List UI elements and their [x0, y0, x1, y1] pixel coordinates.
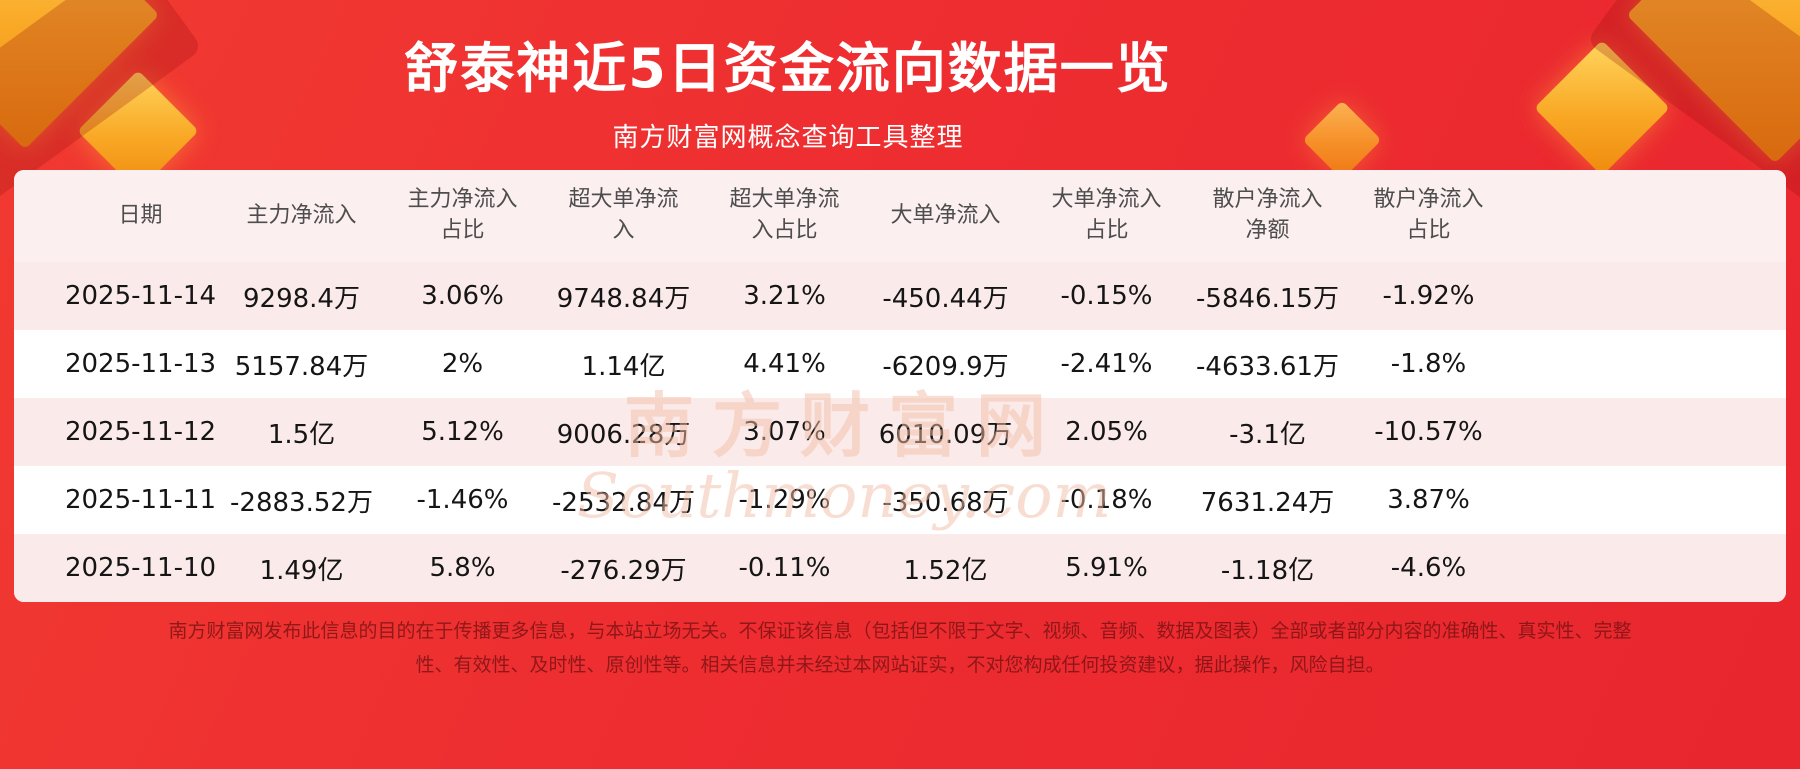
column-header: 散户净流入净额	[1212, 187, 1323, 243]
table-cell: -0.15%	[1060, 281, 1153, 311]
column-header: 散户净流入占比	[1373, 187, 1484, 243]
column-header: 超大单净流入	[568, 187, 679, 243]
table-cell: 5.8%	[429, 553, 496, 583]
table-cell: -1.18亿	[1220, 555, 1315, 586]
page-title: 舒泰神近5日资金流向数据一览	[404, 37, 1172, 100]
row-spacer	[1509, 398, 1786, 466]
table-cell: -276.29万	[560, 555, 687, 586]
table-cell: 3.87%	[1387, 485, 1470, 515]
gold-ornament-top-right-icon	[1626, 0, 1800, 164]
column-header: 日期	[118, 202, 163, 228]
table-cell: 2025-11-13	[64, 349, 217, 379]
column-header: 超大单净流入占比	[729, 187, 840, 243]
row-spacer	[1509, 330, 1786, 398]
table-cell: -2532.84万	[552, 487, 695, 518]
table-cell: -1.29%	[738, 485, 831, 515]
table-cell: 1.49亿	[259, 555, 344, 586]
table-cell: 5.91%	[1065, 553, 1148, 583]
table-row: 2025-11-12 1.5亿 5.12% 9006.28万 3.07% 6010.09万…	[14, 398, 1786, 466]
table-cell: 4.41%	[743, 349, 826, 379]
table-cell: -450.44万	[882, 283, 1009, 314]
table-cell: 5157.84万	[234, 351, 369, 382]
table-cell: -4633.61万	[1196, 351, 1339, 382]
table-cell: 9748.84万	[556, 283, 691, 314]
table-cell: -5846.15万	[1196, 283, 1339, 314]
table-header-row: 日期 主力净流入 主力净流入占比 超大单净流入 超大单净流入占比 大单净流入 大单净流入占比…	[14, 170, 1786, 262]
table-cell: 7631.24万	[1200, 487, 1335, 518]
row-spacer	[1509, 170, 1786, 262]
table-cell: 2%	[441, 349, 484, 379]
table-cell: 1.5亿	[267, 419, 336, 450]
table-cell: -10.57%	[1374, 417, 1483, 447]
disclaimer-footer: 南方财富网发布此信息的目的在于传播更多信息，与本站立场无关。不保证该信息（包括但…	[0, 614, 1800, 682]
table-cell: 2025-11-14	[64, 281, 217, 311]
column-header: 主力净流入	[246, 202, 357, 228]
table-cell: 1.52亿	[903, 555, 988, 586]
table-cell: -0.11%	[738, 553, 831, 583]
disclaimer-text: 南方财富网发布此信息的目的在于传播更多信息，与本站立场无关。不保证该信息（包括但…	[168, 620, 1632, 677]
table-cell: -4.6%	[1390, 553, 1467, 583]
table-cell: -0.18%	[1060, 485, 1153, 515]
data-table-card: 日期 主力净流入 主力净流入占比 超大单净流入 超大单净流入占比 大单净流入 大单净流入占比…	[14, 170, 1786, 602]
column-header: 主力净流入占比	[407, 187, 518, 243]
table-cell: 2.05%	[1065, 417, 1148, 447]
table-cell: 2025-11-10	[64, 553, 217, 583]
header-titles: 舒泰神近5日资金流向数据一览 南方财富网概念查询工具整理	[0, 0, 1576, 154]
table-row: 2025-11-10 1.49亿 5.8% -276.29万 -0.11% 1.52亿 5.…	[14, 534, 1786, 602]
flow-table: 日期 主力净流入 主力净流入占比 超大单净流入 超大单净流入占比 大单净流入 大单净流入占比…	[14, 170, 1786, 602]
table-cell: -1.46%	[416, 485, 509, 515]
table-cell: -1.92%	[1382, 281, 1475, 311]
table-cell: 2025-11-12	[64, 417, 217, 447]
table-cell: 9298.4万	[243, 283, 360, 314]
table-row: 2025-11-14 9298.4万 3.06% 9748.84万 3.21% -450.…	[14, 262, 1786, 330]
table-row: 2025-11-13 5157.84万 2% 1.14亿 4.41% -6209.9万 -2…	[14, 330, 1786, 398]
column-header: 大单净流入	[890, 202, 1001, 228]
row-spacer	[1509, 534, 1786, 602]
column-header: 大单净流入占比	[1051, 187, 1162, 243]
table-cell: -6209.9万	[882, 351, 1009, 382]
row-spacer	[1509, 262, 1786, 330]
table-cell: -3.1亿	[1229, 419, 1306, 450]
table-cell: 3.06%	[421, 281, 504, 311]
header-banner: 舒泰神近5日资金流向数据一览 南方财富网概念查询工具整理	[0, 0, 1800, 254]
table-cell: 6010.09万	[878, 419, 1013, 450]
table-cell: -350.68万	[882, 487, 1009, 518]
table-cell: -1.8%	[1390, 349, 1467, 379]
table-row: 2025-11-11 -2883.52万 -1.46% -2532.84万 -1.29%…	[14, 466, 1786, 534]
table-cell: 1.14亿	[581, 351, 666, 382]
row-spacer	[1509, 466, 1786, 534]
table-cell: 3.21%	[743, 281, 826, 311]
table-cell: -2883.52万	[230, 487, 373, 518]
table-cell: 9006.28万	[556, 419, 691, 450]
table-cell: 5.12%	[421, 417, 504, 447]
table-cell: -2.41%	[1060, 349, 1153, 379]
table-cell: 2025-11-11	[64, 485, 217, 515]
table-cell: 3.07%	[743, 417, 826, 447]
page-subtitle: 南方财富网概念查询工具整理	[612, 123, 964, 153]
